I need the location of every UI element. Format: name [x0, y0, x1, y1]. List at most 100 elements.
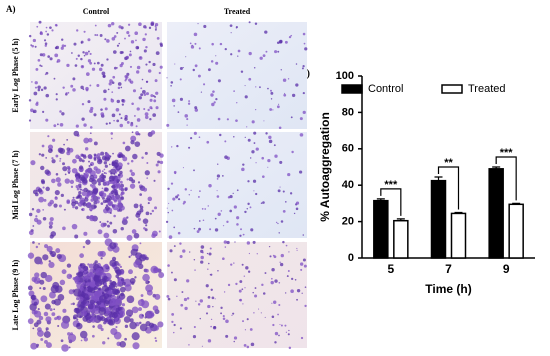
cell-cluster: [138, 254, 147, 262]
cell-cluster: [124, 145, 131, 152]
cell-cluster: [217, 270, 219, 272]
cell-cluster: [45, 30, 47, 33]
cell-cluster: [106, 220, 109, 223]
panel-label: A): [6, 4, 16, 14]
cell-cluster: [28, 230, 34, 236]
cell-cluster: [197, 74, 201, 78]
cell-cluster: [66, 138, 69, 141]
cell-cluster: [104, 38, 107, 41]
cell-cluster: [152, 305, 159, 311]
cell-cluster: [124, 117, 128, 121]
cell-cluster: [56, 315, 62, 321]
cell-cluster: [284, 324, 287, 327]
cell-cluster: [283, 93, 287, 97]
cell-cluster: [77, 155, 81, 160]
legend-swatch: [341, 84, 363, 94]
cell-cluster: [213, 326, 216, 329]
cell-cluster: [239, 298, 243, 302]
cell-cluster: [159, 42, 163, 46]
cell-cluster: [104, 164, 108, 168]
cell-cluster: [145, 268, 149, 273]
cell-cluster: [83, 30, 86, 33]
cell-cluster: [59, 160, 61, 162]
cell-cluster: [113, 214, 116, 218]
cell-cluster: [55, 24, 58, 27]
cell-cluster: [33, 109, 37, 114]
cell-cluster: [274, 154, 278, 158]
cell-cluster: [45, 186, 50, 192]
cell-cluster: [90, 163, 93, 166]
cell-cluster: [36, 219, 42, 225]
cell-cluster: [209, 228, 212, 231]
cell-cluster: [216, 174, 221, 178]
cell-cluster: [38, 20, 42, 24]
cell-cluster: [207, 339, 212, 343]
cell-cluster: [100, 257, 103, 260]
cell-cluster: [70, 185, 74, 188]
cell-cluster: [147, 280, 151, 284]
cell-cluster: [105, 199, 109, 203]
cell-cluster: [110, 132, 114, 135]
cell-cluster: [91, 67, 96, 71]
cell-cluster: [246, 126, 248, 128]
cell-cluster: [207, 295, 211, 299]
cell-cluster: [48, 261, 55, 269]
cell-cluster: [105, 122, 108, 125]
cell-cluster: [285, 292, 287, 294]
cell-cluster: [29, 303, 37, 311]
cell-cluster: [31, 81, 33, 83]
cell-cluster: [131, 229, 137, 234]
cell-cluster: [193, 32, 198, 37]
x-tick-label: 9: [503, 262, 510, 276]
cell-cluster: [207, 304, 211, 309]
cell-cluster: [61, 344, 69, 352]
cell-cluster: [183, 297, 188, 302]
cell-cluster: [72, 88, 76, 92]
cell-cluster: [57, 293, 65, 301]
cell-cluster: [145, 224, 148, 227]
cell-cluster: [76, 322, 83, 330]
cell-cluster: [71, 201, 76, 207]
cell-cluster: [222, 225, 225, 227]
cell-cluster: [40, 338, 44, 341]
cell-cluster: [117, 201, 123, 207]
cell-cluster: [284, 200, 287, 203]
cell-cluster: [230, 53, 233, 56]
cell-cluster: [303, 264, 307, 268]
cell-cluster: [301, 292, 303, 294]
cell-cluster: [131, 332, 140, 341]
cell-cluster: [207, 262, 210, 265]
cell-cluster: [244, 210, 247, 214]
cell-cluster: [142, 273, 150, 282]
cell-cluster: [88, 263, 95, 269]
cell-cluster: [73, 130, 80, 137]
cell-cluster: [244, 136, 246, 138]
cell-cluster: [183, 200, 186, 204]
cell-cluster: [130, 159, 134, 163]
cell-cluster: [146, 177, 149, 179]
cell-cluster: [34, 45, 37, 48]
cell-cluster: [107, 201, 113, 206]
cell-cluster: [33, 91, 38, 96]
cell-cluster: [80, 176, 86, 182]
cell-cluster: [87, 38, 91, 42]
cell-cluster: [109, 211, 112, 214]
cell-cluster: [205, 312, 209, 315]
cell-cluster: [45, 316, 52, 323]
cell-cluster: [143, 108, 146, 111]
cell-cluster: [53, 77, 56, 80]
cell-cluster: [116, 295, 121, 299]
significance-bracket: [437, 166, 460, 210]
cell-cluster: [55, 248, 61, 254]
cell-cluster: [229, 24, 233, 28]
cell-cluster: [282, 78, 287, 82]
cell-cluster: [101, 291, 105, 294]
cell-cluster: [139, 321, 142, 325]
cell-cluster: [79, 330, 88, 339]
cell-cluster: [130, 40, 135, 44]
cell-cluster: [78, 191, 82, 195]
cell-cluster: [89, 174, 95, 180]
cell-cluster: [145, 256, 149, 261]
cell-cluster: [156, 37, 160, 40]
cell-cluster: [57, 182, 62, 187]
